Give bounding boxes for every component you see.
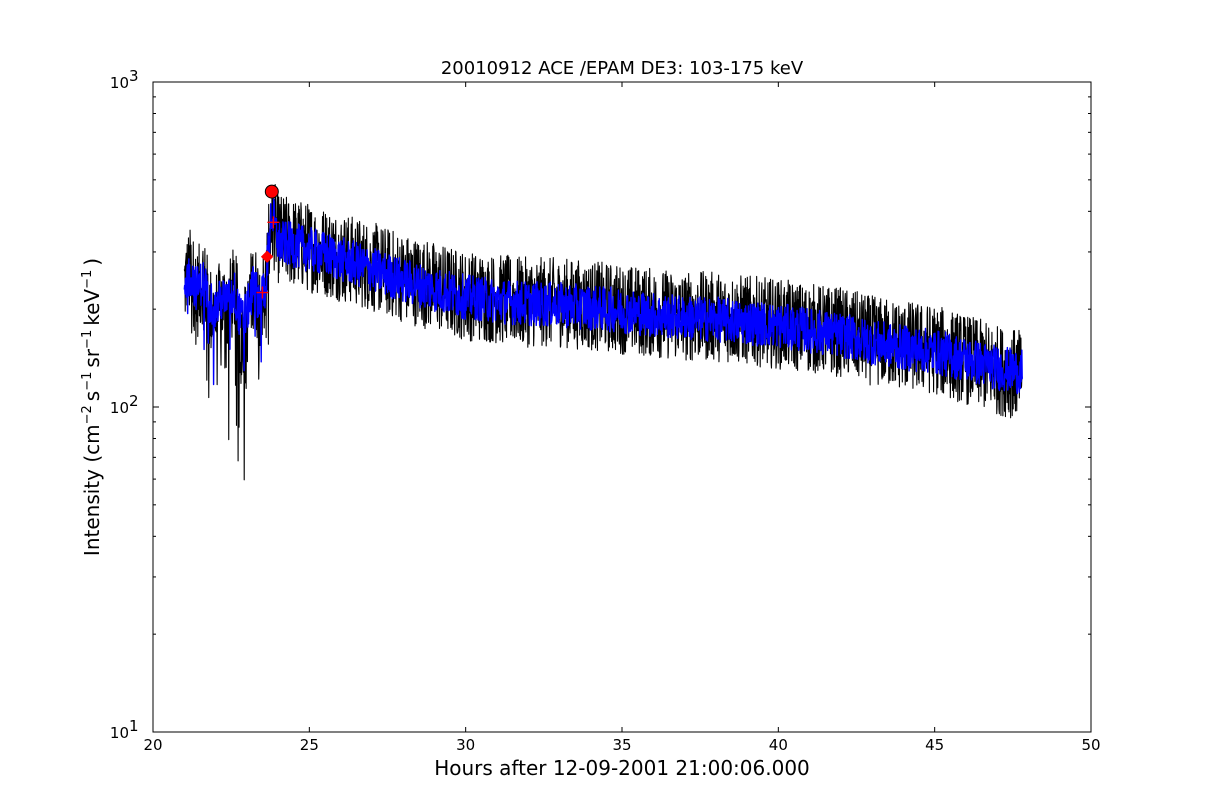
x-tick-label-3: 35: [612, 736, 631, 754]
x-tick-label-1: 25: [300, 736, 319, 754]
series-layer: [183, 184, 1023, 481]
y-tick-exponent-1: 2: [129, 392, 139, 410]
chart-title: 20010912 ACE /EPAM DE3: 103-175 keV: [441, 58, 804, 79]
y-axis-label: Intensity (cm−2s−1sr−1keV−1): [80, 258, 104, 556]
y-axis-label-sup-cm: −2: [80, 405, 95, 424]
marker-diamond-1: [260, 250, 274, 263]
series-line-2: [183, 198, 1023, 395]
y-tick-exponent-2: 3: [129, 67, 139, 85]
y-axis-label-unit-sr: sr: [80, 348, 104, 367]
y-axis-label-main: Intensity (cm: [80, 424, 104, 556]
marker-circle-0: [264, 184, 279, 199]
y-axis-label-sup-s: −1: [80, 372, 95, 391]
x-tick-label-0: 20: [143, 736, 162, 754]
y-axis-label-close: ): [80, 258, 104, 266]
x-tick-label-4: 40: [769, 736, 788, 754]
marker-layer: [256, 184, 280, 299]
y-axis-label-unit-kev: keV: [80, 289, 104, 326]
y-axis-label-sup-kev: −1: [80, 270, 95, 289]
marker-plus-2: [267, 216, 280, 229]
y-tick-exponent-0: 1: [129, 717, 139, 735]
marker-plus-3: [256, 286, 269, 299]
x-axis-ticks: 20 25 30 35 40 45 50: [143, 82, 1101, 754]
y-axis-label-sup-sr: −1: [80, 330, 95, 349]
x-tick-label-2: 30: [456, 736, 475, 754]
x-tick-label-6: 50: [1081, 736, 1100, 754]
y-axis-label-unit-s: s: [80, 391, 104, 401]
y-tick-label-1: 10: [110, 399, 129, 417]
y-tick-label-0: 10: [110, 724, 129, 742]
y-tick-label-2: 10: [110, 74, 129, 92]
y-axis-label-group: Intensity (cm−2s−1sr−1keV−1): [80, 258, 104, 556]
x-tick-label-5: 45: [925, 736, 944, 754]
x-axis-label: Hours after 12-09-2001 21:00:06.000: [434, 756, 810, 780]
